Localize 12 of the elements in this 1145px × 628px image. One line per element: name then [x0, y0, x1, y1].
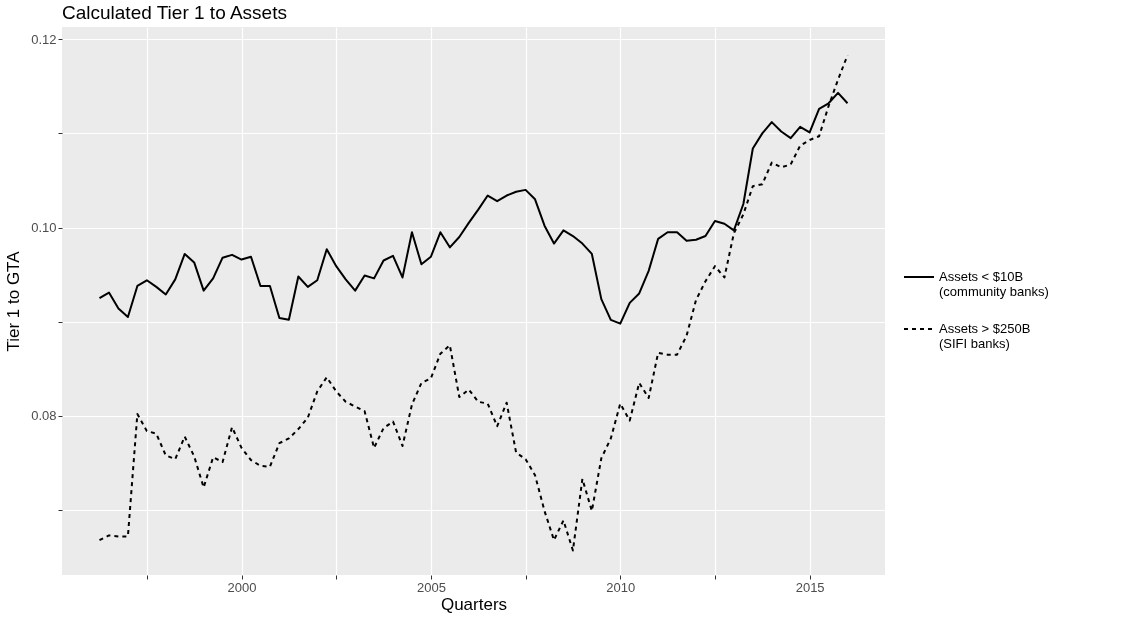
y-tick-label: 0.08: [31, 408, 57, 424]
legend-label: Assets > $250B (SIFI banks): [939, 321, 1031, 351]
x-tick-label: 2010: [606, 579, 636, 595]
x-tick-label: 2000: [227, 579, 257, 595]
y-tick-label: 0.12: [31, 31, 57, 47]
x-tick-label: 2005: [416, 579, 446, 595]
y-axis-title: Tier 1 to GTA: [4, 250, 24, 352]
chart-title: Calculated Tier 1 to Assets: [62, 2, 287, 23]
legend-label: Assets < $10B (community banks): [939, 269, 1049, 299]
y-tick-label: 0.10: [31, 220, 57, 236]
x-tick-label: 2015: [795, 579, 825, 595]
x-axis-title: Quarters: [440, 594, 508, 614]
